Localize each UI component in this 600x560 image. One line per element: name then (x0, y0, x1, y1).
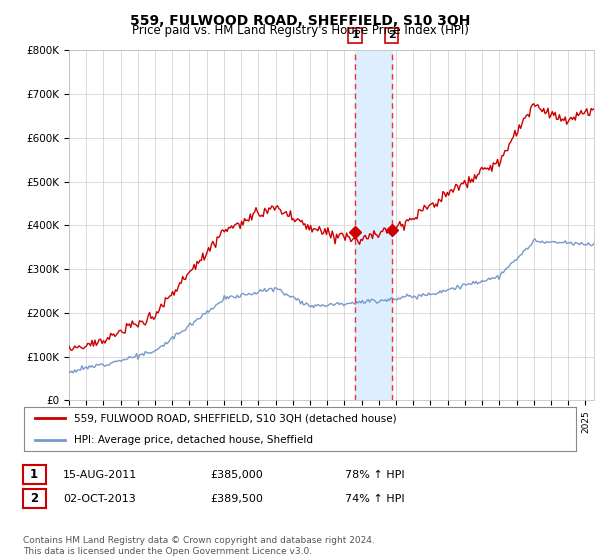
Text: £385,000: £385,000 (210, 470, 263, 480)
Text: 2: 2 (30, 492, 38, 506)
Text: 15-AUG-2011: 15-AUG-2011 (63, 470, 137, 480)
Text: £389,500: £389,500 (210, 494, 263, 504)
Text: 559, FULWOOD ROAD, SHEFFIELD, S10 3QH (detached house): 559, FULWOOD ROAD, SHEFFIELD, S10 3QH (d… (74, 413, 397, 423)
Text: 2: 2 (388, 30, 395, 40)
Text: Price paid vs. HM Land Registry's House Price Index (HPI): Price paid vs. HM Land Registry's House … (131, 24, 469, 36)
Text: 1: 1 (351, 30, 359, 40)
Text: HPI: Average price, detached house, Sheffield: HPI: Average price, detached house, Shef… (74, 435, 313, 445)
Text: 1: 1 (30, 468, 38, 482)
Text: 559, FULWOOD ROAD, SHEFFIELD, S10 3QH: 559, FULWOOD ROAD, SHEFFIELD, S10 3QH (130, 14, 470, 28)
Text: 02-OCT-2013: 02-OCT-2013 (63, 494, 136, 504)
Text: 74% ↑ HPI: 74% ↑ HPI (345, 494, 404, 504)
Bar (355, 50, 392, 400)
Text: 78% ↑ HPI: 78% ↑ HPI (345, 470, 404, 480)
Text: Contains HM Land Registry data © Crown copyright and database right 2024.
This d: Contains HM Land Registry data © Crown c… (23, 536, 374, 556)
